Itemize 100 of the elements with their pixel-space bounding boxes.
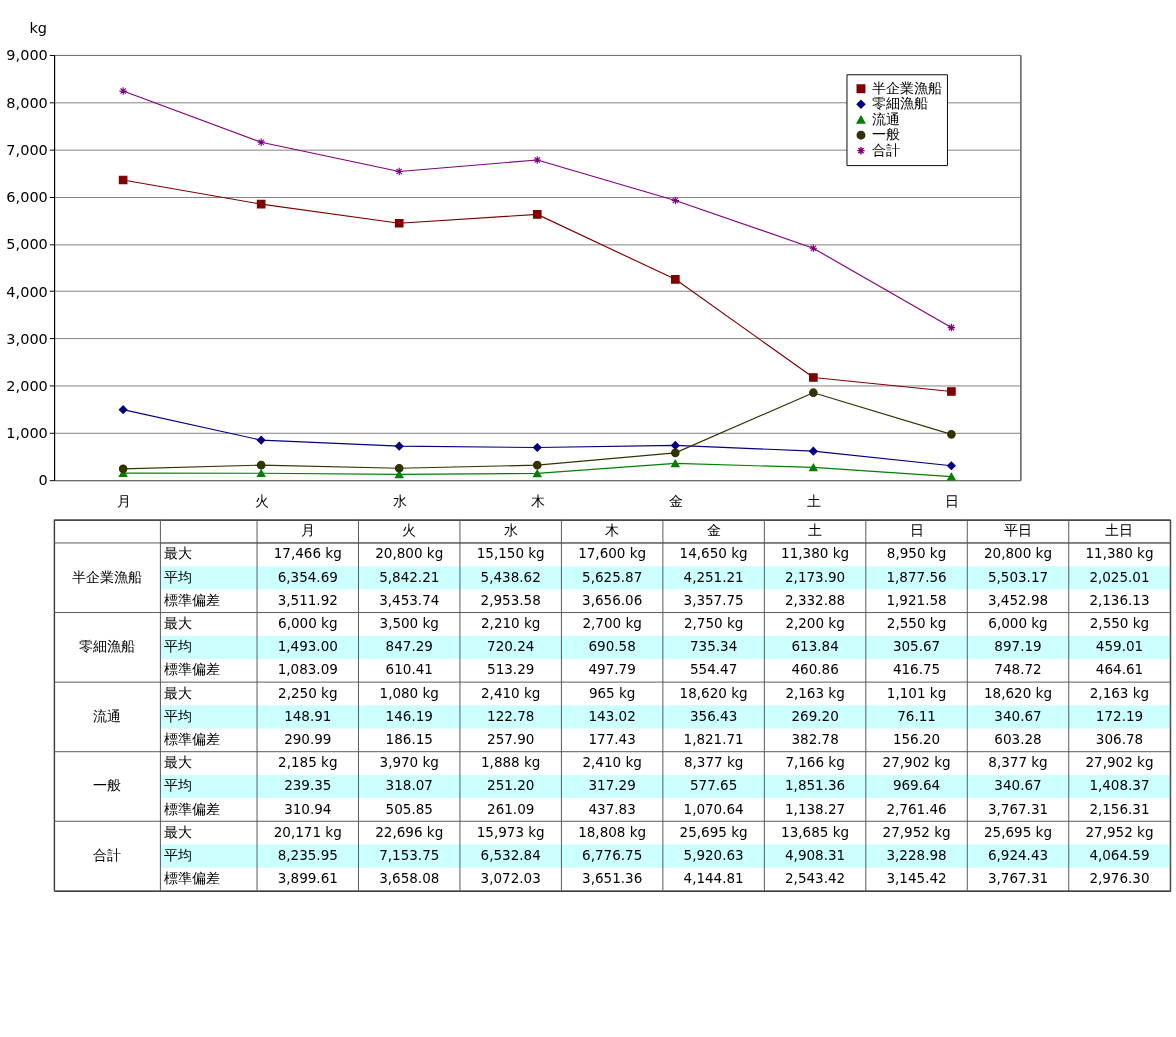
point [947, 387, 956, 396]
legend-label: 流通 [871, 110, 900, 127]
category-label: 零細漁船 [79, 638, 136, 655]
text: 4,908.31 [784, 846, 846, 863]
y-tick-label: 4,000 [6, 283, 48, 300]
text: 1,877.56 [886, 568, 947, 585]
text: 735.34 [689, 638, 738, 655]
text: 239.35 [284, 777, 332, 794]
category-label: 平均 [164, 568, 193, 585]
text: 25,695 kg [984, 823, 1053, 840]
legend-label: 合計 [871, 141, 900, 158]
text: 318.07 [385, 777, 433, 794]
text: 8,377 kg [988, 754, 1048, 771]
text: 18,620 kg [984, 684, 1053, 701]
text: 20,800 kg [375, 545, 444, 562]
point [670, 448, 680, 458]
text: 122.78 [487, 707, 535, 724]
text: 3,899.61 [277, 870, 338, 887]
point [118, 405, 128, 414]
text: 897.19 [994, 638, 1042, 655]
text: 577.65 [689, 777, 738, 794]
x-tick-label: 水 [392, 492, 407, 509]
category-label: 標準偏差 [164, 591, 221, 608]
point [532, 460, 542, 470]
text: 1,888 kg [480, 754, 541, 771]
text: 3,452.98 [987, 591, 1049, 608]
text: 416.75 [892, 661, 941, 678]
point [118, 464, 128, 474]
text: 4,064.59 [1089, 846, 1150, 863]
text: 965 kg [588, 684, 636, 701]
text: 2,976.30 [1089, 870, 1150, 887]
category-label: 標準偏差 [164, 730, 221, 747]
text: 148.91 [284, 707, 332, 724]
text: 310.94 [284, 800, 332, 817]
point [532, 443, 542, 452]
text: 2,550 kg [1089, 615, 1150, 631]
text: 3,357.75 [683, 591, 744, 608]
text: 269.20 [791, 707, 839, 724]
text: 464.61 [1095, 661, 1144, 678]
text: 156.20 [892, 730, 941, 747]
y-tick-label: 2,000 [6, 377, 48, 394]
point [809, 446, 818, 456]
category-label: 平均 [164, 638, 193, 655]
text: 3,511.92 [277, 591, 338, 608]
y-tick-label: 3,000 [6, 330, 48, 347]
text: 7,153.75 [379, 846, 440, 863]
text: 5,625.87 [582, 568, 643, 585]
text: 505.85 [385, 800, 433, 817]
text: 177.43 [588, 730, 636, 747]
text: 2,332.88 [784, 591, 846, 608]
category-label: 月 [300, 522, 315, 539]
point [670, 275, 680, 284]
text: 2,210 kg [480, 615, 541, 631]
text: 4,144.81 [683, 870, 744, 887]
legend-label: 一般 [871, 126, 900, 143]
text: 27,952 kg [1085, 823, 1154, 840]
text: 2,185 kg [278, 754, 338, 771]
text: 13,685 kg [781, 823, 850, 840]
category-label: 土日 [1105, 522, 1134, 539]
category-label: 標準偏差 [164, 661, 221, 678]
category-label: 最大 [164, 615, 193, 631]
text: 6,000 kg [988, 615, 1048, 631]
category-label: 金 [706, 522, 721, 539]
point [670, 441, 680, 450]
text: 340.67 [994, 777, 1042, 794]
text: 11,380 kg [781, 545, 850, 562]
text: 18,620 kg [679, 684, 748, 701]
point [118, 175, 128, 185]
text: 18,808 kg [578, 823, 647, 840]
y-tick-label: 0 [38, 472, 48, 489]
category-label: 木 [605, 522, 620, 539]
legend-label: 半企業漁船 [871, 79, 942, 96]
text: 1,138.27 [784, 800, 846, 817]
y-tick-label: 1,000 [6, 425, 48, 442]
text: 305.67 [892, 638, 941, 655]
point [947, 430, 956, 439]
text: 2,761.46 [886, 800, 947, 817]
text: 3,228.98 [886, 846, 947, 863]
point [670, 459, 680, 468]
text: 1,921.58 [886, 591, 947, 608]
y-tick-label: 8,000 [6, 94, 48, 111]
category-label: 半企業漁船 [72, 568, 143, 585]
point [947, 323, 956, 332]
text: 356.43 [689, 707, 738, 724]
category-label: 一般 [93, 777, 122, 794]
text: 25,695 kg [679, 823, 748, 840]
text: 27,952 kg [882, 823, 951, 840]
text: 6,924.43 [987, 846, 1049, 863]
point [809, 243, 818, 253]
text: 14,650 kg [679, 545, 748, 562]
point [394, 441, 404, 451]
text: 15,973 kg [476, 823, 545, 840]
text: 3,970 kg [379, 754, 439, 771]
text: 251.20 [487, 777, 535, 794]
category-label: 合計 [93, 846, 122, 863]
text: 5,842.21 [379, 568, 440, 585]
point [809, 373, 818, 382]
text: 2,410 kg [480, 684, 541, 701]
x-tick-label: 金 [668, 492, 683, 509]
point [256, 460, 266, 470]
